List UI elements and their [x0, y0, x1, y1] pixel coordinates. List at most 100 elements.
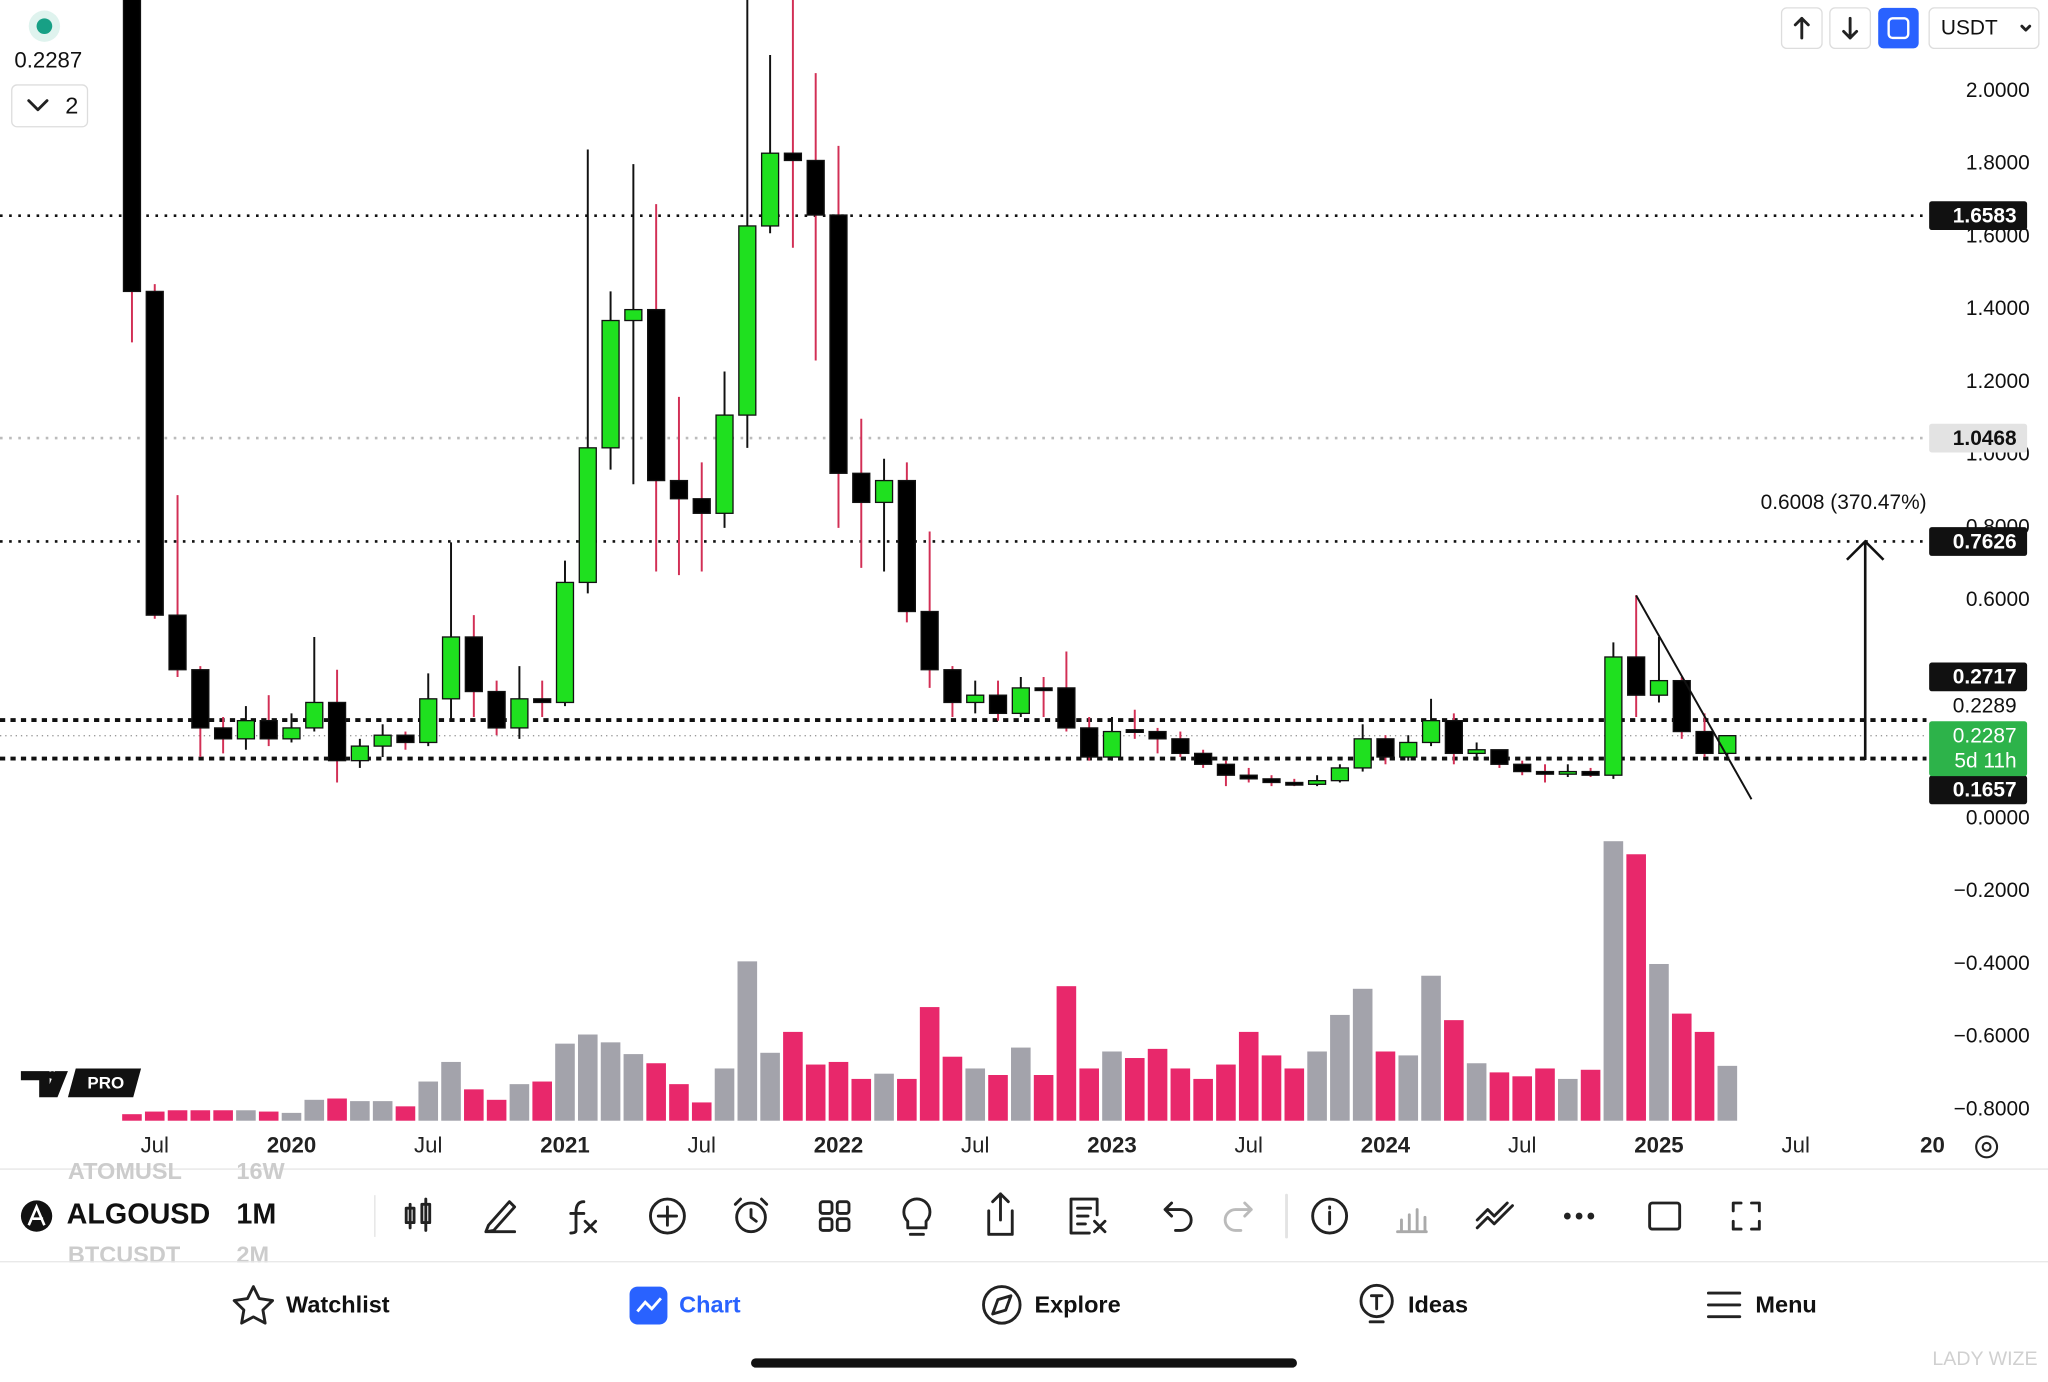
symbol[interactable]: ALGOUSD — [67, 1199, 211, 1231]
nav-menu[interactable]: Menu — [1755, 1291, 1816, 1317]
nav-ideas[interactable]: Ideas — [1408, 1291, 1468, 1317]
add-icon[interactable] — [649, 1197, 686, 1235]
ideas-icon[interactable] — [902, 1197, 932, 1236]
y-tick-label: 0.6000 — [1966, 588, 2030, 611]
volume-bar — [236, 1110, 256, 1121]
settings-icon[interactable] — [1975, 1135, 1999, 1159]
x-tick-label: Jul — [1508, 1133, 1536, 1158]
volume-bar — [1170, 1068, 1191, 1121]
candle-body — [305, 701, 324, 729]
candle-body — [1558, 770, 1577, 775]
candle-body — [1399, 741, 1418, 758]
volume-bar — [258, 1111, 279, 1121]
candle-body — [783, 152, 803, 162]
explore-icon[interactable] — [982, 1285, 1022, 1325]
volume-bar — [1102, 1051, 1122, 1121]
price-label: 0.2717 — [1953, 666, 2017, 689]
volume-bar — [213, 1110, 233, 1121]
volume-bar — [851, 1078, 872, 1121]
indicators-icon[interactable] — [569, 1200, 598, 1235]
volume-bar — [486, 1099, 507, 1121]
candle-body — [1513, 763, 1532, 773]
candle-body — [419, 698, 438, 744]
volume-bar — [965, 1068, 986, 1121]
price-label: 1.0468 — [1953, 427, 2017, 450]
symbol-mask — [0, 1186, 353, 1244]
compare-icon[interactable] — [1475, 1201, 1514, 1230]
share-icon[interactable] — [987, 1192, 1014, 1236]
volume-bar — [919, 1007, 940, 1121]
status-dot — [36, 18, 53, 35]
axis-background — [1926, 52, 2048, 1130]
nav-chart[interactable]: Chart — [679, 1291, 741, 1317]
candle-body — [1421, 719, 1441, 744]
clear-icon[interactable] — [1069, 1197, 1107, 1235]
volume-bar — [1444, 1020, 1464, 1121]
home-indicator — [751, 1358, 1297, 1368]
undo-icon[interactable] — [1163, 1201, 1193, 1232]
candle-body — [897, 479, 917, 613]
nav-explore[interactable]: Explore — [1034, 1291, 1120, 1317]
fullscreen-icon[interactable] — [1731, 1201, 1761, 1231]
candle-body — [282, 727, 301, 740]
ghost-symbol: BTCUSDT — [68, 1242, 181, 1268]
volume-bar — [1489, 1072, 1510, 1121]
price-label: 0.7626 — [1953, 530, 2017, 553]
volume-bar — [1466, 1063, 1487, 1121]
candle-body — [1467, 749, 1486, 755]
ideas-nav-icon[interactable] — [1359, 1283, 1394, 1319]
price-label: 1.6583 — [1953, 204, 2017, 227]
candle-body — [145, 290, 164, 616]
candle-body — [1285, 781, 1304, 786]
price-axis: 2.00001.80001.60001.40001.20001.00000.80… — [1926, 52, 2048, 1130]
menu-icon[interactable] — [1706, 1291, 1742, 1319]
candle-body — [259, 719, 278, 740]
candle-body — [373, 734, 392, 747]
volume-bar — [372, 1101, 393, 1121]
sync-button[interactable] — [1878, 7, 1919, 49]
candle-body — [1376, 738, 1395, 758]
stats-icon[interactable] — [1396, 1208, 1428, 1234]
volume-bar — [623, 1054, 644, 1121]
collapse-button[interactable] — [11, 84, 89, 128]
y-tick-label: −0.2000 — [1954, 879, 2030, 902]
candle-body — [533, 698, 552, 704]
more-icon[interactable] — [1563, 1212, 1571, 1220]
currency-button[interactable] — [1928, 7, 2040, 50]
volume-bar — [327, 1098, 347, 1121]
volume-bar — [897, 1078, 917, 1121]
candle-body — [236, 719, 256, 740]
watchlist-icon[interactable] — [232, 1285, 275, 1325]
volume-bar — [464, 1089, 484, 1121]
volume-bar — [1238, 1031, 1259, 1121]
candle-body — [1672, 679, 1691, 733]
volume-bar — [167, 1110, 188, 1121]
info-icon[interactable] — [1311, 1197, 1349, 1235]
arrow-up-icon — [1793, 16, 1810, 40]
layout-icon[interactable] — [818, 1200, 834, 1215]
nav-watchlist[interactable]: Watchlist — [286, 1291, 390, 1317]
interval[interactable]: 1M — [236, 1199, 276, 1231]
alert-icon[interactable] — [735, 1201, 767, 1234]
candles-icon[interactable] — [404, 1197, 432, 1232]
candle-body — [1353, 738, 1372, 769]
candle-body — [966, 694, 985, 704]
redo-icon[interactable] — [1223, 1201, 1253, 1232]
draw-icon[interactable] — [484, 1200, 517, 1234]
symbol-logo-glyph — [27, 1203, 46, 1226]
candle-body — [1490, 749, 1509, 765]
volume-bar — [1011, 1047, 1031, 1121]
panel-icon[interactable] — [1648, 1201, 1682, 1231]
x-tick-label: 20 — [1920, 1133, 1945, 1158]
candle-body — [191, 669, 210, 729]
volume-bar — [1307, 1051, 1327, 1121]
trendline — [1635, 595, 1753, 800]
logo-badge — [67, 1068, 142, 1098]
ghost-interval: 2M — [236, 1242, 269, 1268]
candle-body — [601, 319, 620, 449]
x-tick-label: Jul — [961, 1133, 989, 1158]
explore-needle — [991, 1294, 1013, 1316]
x-tick-label: 2025 — [1634, 1133, 1683, 1158]
volume-bar — [1375, 1051, 1396, 1121]
y-tick-label: −0.4000 — [1954, 952, 2030, 975]
